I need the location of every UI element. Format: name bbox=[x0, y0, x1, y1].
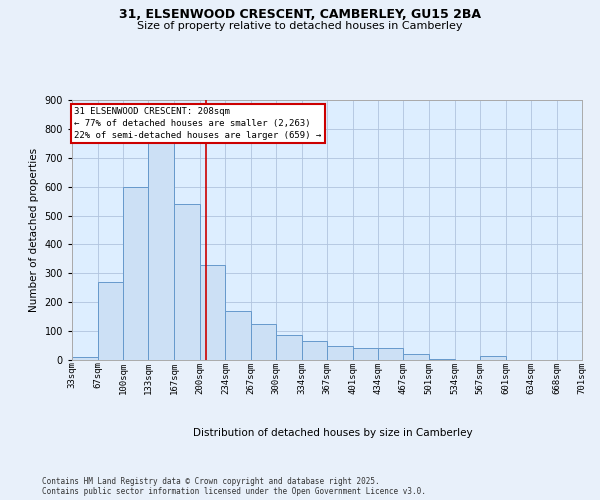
Bar bbox=[226, 311, 251, 360]
Bar bbox=[378, 348, 403, 360]
Bar bbox=[430, 358, 455, 360]
Bar bbox=[98, 282, 123, 360]
Bar bbox=[199, 264, 226, 360]
Bar bbox=[72, 357, 98, 360]
Text: 31, ELSENWOOD CRESCENT, CAMBERLEY, GU15 2BA: 31, ELSENWOOD CRESCENT, CAMBERLEY, GU15 … bbox=[119, 8, 481, 20]
Text: Contains HM Land Registry data © Crown copyright and database right 2025.
Contai: Contains HM Land Registry data © Crown c… bbox=[42, 476, 426, 496]
Bar bbox=[302, 341, 327, 360]
Text: Size of property relative to detached houses in Camberley: Size of property relative to detached ho… bbox=[137, 21, 463, 31]
Bar bbox=[403, 354, 430, 360]
Bar bbox=[175, 204, 200, 360]
Text: 31 ELSENWOOD CRESCENT: 208sqm
← 77% of detached houses are smaller (2,263)
22% o: 31 ELSENWOOD CRESCENT: 208sqm ← 77% of d… bbox=[74, 107, 322, 140]
Bar bbox=[123, 186, 148, 360]
Bar bbox=[479, 356, 506, 360]
Bar bbox=[148, 144, 175, 360]
Bar bbox=[327, 346, 353, 360]
Bar bbox=[276, 336, 302, 360]
Y-axis label: Number of detached properties: Number of detached properties bbox=[29, 148, 39, 312]
Bar bbox=[353, 348, 378, 360]
Bar bbox=[251, 324, 276, 360]
Text: Distribution of detached houses by size in Camberley: Distribution of detached houses by size … bbox=[193, 428, 473, 438]
